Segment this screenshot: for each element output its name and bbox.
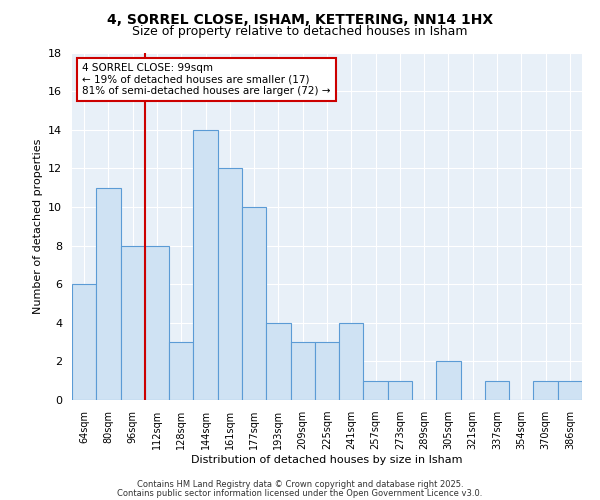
Text: Contains public sector information licensed under the Open Government Licence v3: Contains public sector information licen…: [118, 489, 482, 498]
Bar: [72, 284, 96, 400]
Bar: [218, 168, 242, 400]
Bar: [193, 130, 218, 400]
Bar: [96, 188, 121, 400]
Bar: [266, 323, 290, 400]
X-axis label: Distribution of detached houses by size in Isham: Distribution of detached houses by size …: [191, 455, 463, 465]
Bar: [485, 380, 509, 400]
Bar: [290, 342, 315, 400]
Bar: [558, 380, 582, 400]
Bar: [388, 380, 412, 400]
Bar: [169, 342, 193, 400]
Bar: [533, 380, 558, 400]
Bar: [242, 207, 266, 400]
Text: 4, SORREL CLOSE, ISHAM, KETTERING, NN14 1HX: 4, SORREL CLOSE, ISHAM, KETTERING, NN14 …: [107, 12, 493, 26]
Bar: [364, 380, 388, 400]
Bar: [121, 246, 145, 400]
Text: 4 SORREL CLOSE: 99sqm
← 19% of detached houses are smaller (17)
81% of semi-deta: 4 SORREL CLOSE: 99sqm ← 19% of detached …: [82, 63, 331, 96]
Bar: [145, 246, 169, 400]
Bar: [315, 342, 339, 400]
Y-axis label: Number of detached properties: Number of detached properties: [32, 138, 43, 314]
Bar: [339, 323, 364, 400]
Text: Contains HM Land Registry data © Crown copyright and database right 2025.: Contains HM Land Registry data © Crown c…: [137, 480, 463, 489]
Text: Size of property relative to detached houses in Isham: Size of property relative to detached ho…: [132, 25, 468, 38]
Bar: [436, 362, 461, 400]
